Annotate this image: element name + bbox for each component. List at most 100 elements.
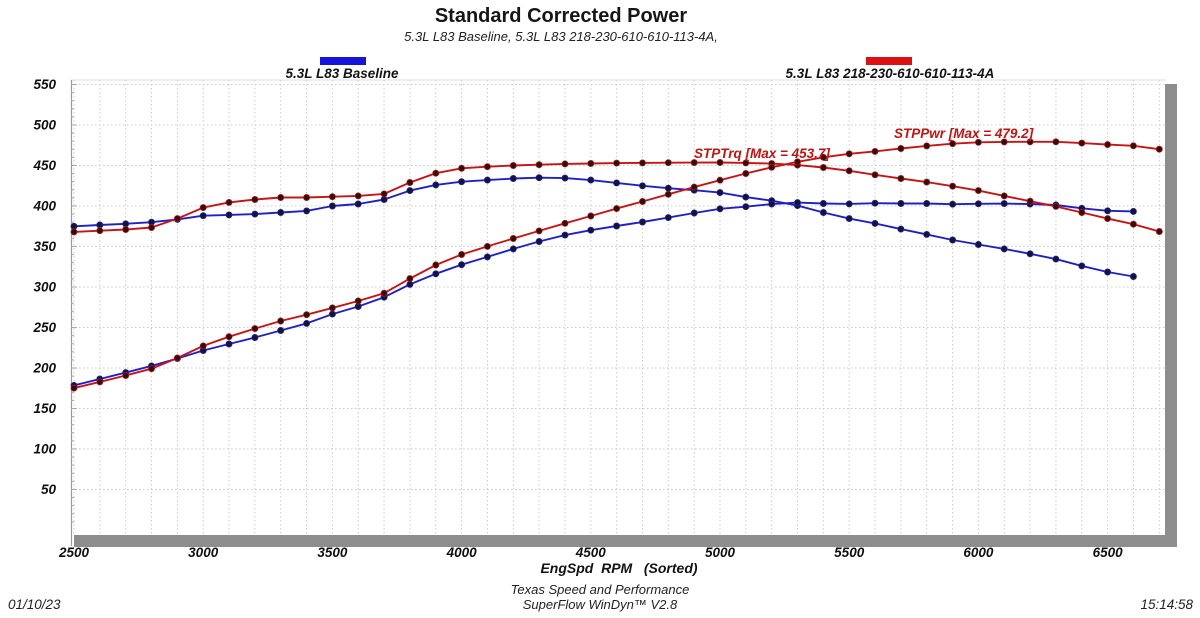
data-point-marker bbox=[406, 187, 414, 195]
data-point-marker bbox=[613, 205, 621, 213]
data-point-marker bbox=[819, 164, 827, 171]
data-point-marker bbox=[483, 176, 491, 184]
data-point-marker bbox=[277, 194, 285, 201]
data-point-marker bbox=[483, 163, 491, 171]
data-point-marker bbox=[897, 225, 905, 233]
y-tick-label: 550 bbox=[33, 77, 56, 92]
data-point-marker bbox=[897, 175, 905, 182]
data-point-marker bbox=[277, 327, 285, 334]
data-point-marker bbox=[225, 198, 233, 206]
data-point-marker bbox=[535, 174, 543, 182]
data-point-marker bbox=[690, 183, 698, 191]
data-point-marker bbox=[1104, 141, 1112, 149]
y-tick-label: 500 bbox=[33, 118, 56, 133]
data-point-marker bbox=[483, 253, 491, 261]
data-point-marker bbox=[354, 200, 362, 208]
data-point-marker bbox=[509, 162, 517, 169]
data-point-marker bbox=[199, 204, 207, 212]
data-point-marker bbox=[923, 142, 931, 150]
data-point-marker bbox=[716, 159, 724, 166]
y-tick-label: 400 bbox=[32, 199, 56, 214]
series-line bbox=[73, 176, 1134, 278]
y-tick-label: 250 bbox=[32, 320, 56, 335]
data-point-marker bbox=[380, 190, 388, 198]
data-point-marker bbox=[561, 231, 569, 239]
data-point-marker bbox=[509, 175, 517, 182]
data-point-marker bbox=[561, 174, 569, 182]
y-tick-label: 200 bbox=[32, 361, 56, 376]
data-point-marker bbox=[122, 372, 130, 379]
data-point-marker bbox=[664, 214, 672, 222]
data-point-marker bbox=[70, 384, 78, 392]
legend-label-cam: 5.3L L83 218-230-610-610-113-4A bbox=[785, 66, 995, 81]
data-point-marker bbox=[70, 228, 78, 236]
data-point-marker bbox=[845, 200, 853, 208]
data-point-marker bbox=[974, 200, 982, 208]
data-point-marker bbox=[328, 310, 336, 318]
y-tick-label: 300 bbox=[33, 280, 56, 295]
data-point-marker bbox=[664, 190, 672, 198]
data-point-marker bbox=[303, 311, 311, 319]
data-point-marker bbox=[303, 207, 311, 215]
data-point-marker bbox=[1155, 228, 1163, 235]
data-point-marker bbox=[509, 245, 517, 253]
data-point-marker bbox=[587, 160, 595, 167]
data-point-marker bbox=[173, 215, 181, 223]
data-point-marker bbox=[794, 199, 801, 207]
x-tick-label: 2500 bbox=[58, 545, 90, 560]
data-point-marker bbox=[122, 220, 130, 228]
data-point-marker bbox=[328, 304, 336, 312]
data-point-marker bbox=[794, 158, 801, 166]
data-point-marker bbox=[535, 161, 543, 169]
data-point-marker bbox=[432, 169, 440, 177]
data-point-marker bbox=[639, 218, 646, 226]
data-point-marker bbox=[406, 275, 414, 283]
legend-swatch-cam bbox=[866, 57, 912, 65]
footer-date: 01/10/23 bbox=[8, 597, 61, 612]
data-point-marker bbox=[1026, 250, 1034, 258]
x-tick-label: 3500 bbox=[317, 545, 348, 560]
data-point-marker bbox=[173, 354, 181, 362]
data-point-marker bbox=[1129, 142, 1137, 150]
data-point-marker bbox=[949, 200, 957, 208]
data-point-marker bbox=[303, 319, 311, 327]
page-subtitle: 5.3L L83 Baseline, 5.3L L83 218-230-610-… bbox=[404, 29, 718, 44]
data-point-marker bbox=[1129, 220, 1137, 228]
data-point-marker bbox=[974, 187, 982, 195]
data-point-marker bbox=[1000, 138, 1008, 146]
data-point-marker bbox=[406, 179, 414, 186]
data-point-marker bbox=[974, 138, 982, 146]
data-point-marker bbox=[1052, 138, 1060, 146]
data-point-marker bbox=[871, 171, 879, 179]
data-point-marker bbox=[819, 200, 827, 207]
data-point-marker bbox=[1104, 268, 1112, 276]
x-tick-label: 3000 bbox=[188, 545, 219, 560]
data-point-marker bbox=[639, 182, 646, 190]
y-tick-label: 100 bbox=[33, 442, 56, 457]
data-point-marker bbox=[819, 209, 827, 216]
data-point-marker bbox=[845, 150, 853, 158]
y-tick-label: 350 bbox=[33, 239, 56, 254]
y-tick-label: 50 bbox=[41, 482, 57, 497]
data-point-marker bbox=[561, 219, 569, 227]
x-tick-label: 6000 bbox=[963, 545, 994, 560]
data-point-marker bbox=[432, 270, 440, 278]
data-point-marker bbox=[251, 196, 259, 203]
data-point-marker bbox=[690, 159, 698, 167]
data-point-marker bbox=[1129, 273, 1137, 280]
data-point-marker bbox=[639, 198, 646, 205]
data-point-marker bbox=[949, 236, 957, 244]
data-point-marker bbox=[923, 178, 931, 186]
data-point-marker bbox=[96, 227, 104, 235]
data-point-marker bbox=[587, 176, 595, 184]
data-point-marker bbox=[251, 210, 259, 218]
data-point-marker bbox=[458, 251, 466, 258]
data-point-marker bbox=[923, 230, 931, 238]
x-tick-label: 5000 bbox=[705, 545, 736, 560]
data-point-marker bbox=[148, 224, 155, 231]
data-point-marker bbox=[845, 215, 853, 223]
data-point-marker bbox=[613, 222, 621, 230]
data-point-marker bbox=[923, 200, 931, 207]
